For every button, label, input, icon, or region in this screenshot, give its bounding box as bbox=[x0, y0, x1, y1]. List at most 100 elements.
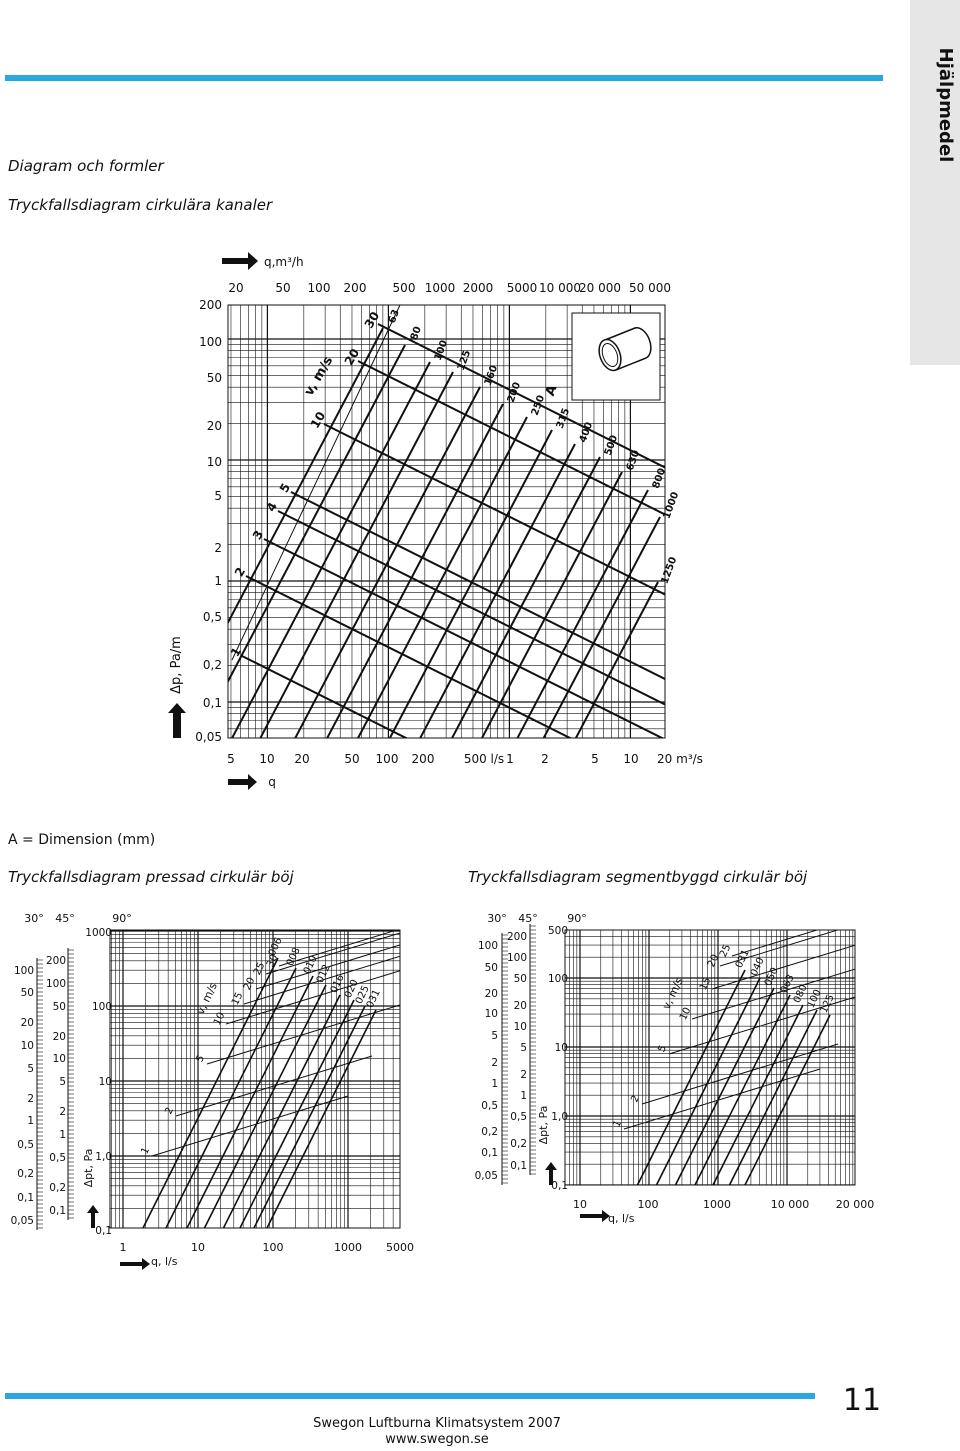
label: 63 bbox=[387, 308, 402, 325]
label: 10 bbox=[99, 1076, 112, 1088]
dimension-line bbox=[228, 327, 384, 625]
label: 200 bbox=[507, 931, 527, 943]
label: 50 bbox=[53, 1001, 66, 1013]
label: 5 bbox=[656, 1044, 669, 1054]
plot bbox=[565, 930, 855, 1185]
velocity-line bbox=[175, 1055, 373, 1117]
label: 1250 bbox=[659, 556, 679, 586]
label: 10 bbox=[514, 1021, 527, 1033]
label: 5 bbox=[27, 1063, 34, 1075]
label: 250 bbox=[530, 394, 547, 417]
label: 200 bbox=[412, 752, 435, 766]
label: 0,1 bbox=[203, 696, 222, 710]
label: 1 bbox=[120, 1241, 127, 1254]
label: 100 bbox=[638, 1198, 659, 1211]
label: 1 bbox=[27, 1115, 34, 1127]
label: 1000 bbox=[85, 927, 112, 939]
dimension-line bbox=[203, 984, 327, 1228]
label: 5 bbox=[591, 752, 599, 766]
title: Tryckfallsdiagram cirkulära kanaler bbox=[8, 196, 273, 214]
label: 100 bbox=[548, 973, 568, 985]
velocity-line bbox=[263, 538, 665, 738]
label: 1000 bbox=[334, 1241, 362, 1254]
label: 5 bbox=[194, 1054, 207, 1064]
label: q bbox=[268, 775, 276, 789]
velocity-line bbox=[731, 930, 819, 957]
label: 0,1 bbox=[481, 1147, 498, 1159]
label: 1,0 bbox=[95, 1151, 112, 1163]
label: 25 bbox=[252, 961, 267, 977]
arrow bbox=[87, 1205, 99, 1228]
label: 2 bbox=[520, 1069, 527, 1081]
label: 2 bbox=[491, 1057, 498, 1069]
label: 20 bbox=[242, 976, 257, 992]
label: 1 bbox=[59, 1129, 66, 1141]
dimension-line bbox=[744, 1014, 831, 1185]
label: 0,5 bbox=[203, 610, 222, 624]
label: 1000 bbox=[703, 1198, 731, 1211]
section: Diagram och formler bbox=[8, 157, 165, 175]
label: 200 bbox=[199, 298, 222, 312]
dimension-line bbox=[450, 456, 601, 738]
label: 2 bbox=[541, 752, 549, 766]
label: 0,1 bbox=[49, 1205, 66, 1217]
label: 100 bbox=[507, 952, 527, 964]
page-number: 11 bbox=[843, 1383, 881, 1418]
frame bbox=[109, 929, 401, 1229]
label: 0,2 bbox=[510, 1138, 527, 1150]
label: 10 000 bbox=[771, 1198, 810, 1211]
velocity-line bbox=[243, 955, 400, 1005]
label: 200 bbox=[344, 281, 367, 295]
velocity-line bbox=[245, 575, 573, 738]
label: 100 bbox=[46, 978, 66, 990]
dimension-line bbox=[186, 975, 314, 1228]
label: 50 bbox=[275, 281, 290, 295]
diagram-title: Tryckfallsdiagram segmentbyggd cirkulär … bbox=[468, 868, 808, 886]
label: 100 bbox=[263, 1241, 284, 1254]
label: 2 bbox=[163, 1106, 176, 1116]
label: 0,5 bbox=[17, 1139, 34, 1151]
label: 5000 bbox=[386, 1241, 414, 1254]
label: 0,1 bbox=[510, 1160, 527, 1172]
label: 1000 bbox=[661, 491, 681, 521]
velocity-axis bbox=[231, 305, 401, 661]
label: 30° bbox=[24, 912, 44, 925]
velocity-line bbox=[277, 510, 665, 706]
label: 5 bbox=[520, 1042, 527, 1054]
velocity-line bbox=[668, 996, 855, 1055]
velocity-line bbox=[377, 323, 665, 469]
label: 0,2 bbox=[17, 1168, 34, 1180]
label: Δpt, Pa bbox=[82, 1149, 95, 1188]
label: Δpt, Pa bbox=[537, 1106, 550, 1145]
label: q, l/s bbox=[608, 1212, 635, 1225]
label: 100 bbox=[14, 965, 34, 977]
label: 2 bbox=[214, 541, 222, 555]
duct-end bbox=[601, 342, 619, 368]
side-tab bbox=[910, 0, 960, 365]
label: 1,0 bbox=[551, 1111, 568, 1123]
label: 1 bbox=[520, 1090, 527, 1102]
plot bbox=[110, 930, 400, 1228]
velocity-line bbox=[206, 1004, 400, 1065]
label: 50 bbox=[485, 962, 498, 974]
velocity-line bbox=[241, 655, 409, 738]
dimension-line bbox=[516, 489, 649, 738]
dimension-line bbox=[655, 977, 761, 1185]
label: 1000 bbox=[425, 281, 456, 295]
label: 50 bbox=[21, 987, 34, 999]
plot bbox=[228, 305, 665, 738]
label: 1 bbox=[214, 574, 222, 588]
label: 25 bbox=[718, 943, 733, 959]
label: 500 l/s bbox=[464, 752, 504, 766]
dimension-line bbox=[239, 999, 355, 1228]
velocity-line bbox=[265, 932, 400, 975]
label: 1 bbox=[491, 1078, 498, 1090]
dimension-line bbox=[222, 994, 341, 1228]
label: 100 bbox=[376, 752, 399, 766]
frame bbox=[227, 304, 666, 739]
label: 1 bbox=[611, 1119, 624, 1129]
dimension-line bbox=[266, 1009, 377, 1228]
label: 50 bbox=[344, 752, 359, 766]
label: 90° bbox=[567, 912, 587, 925]
